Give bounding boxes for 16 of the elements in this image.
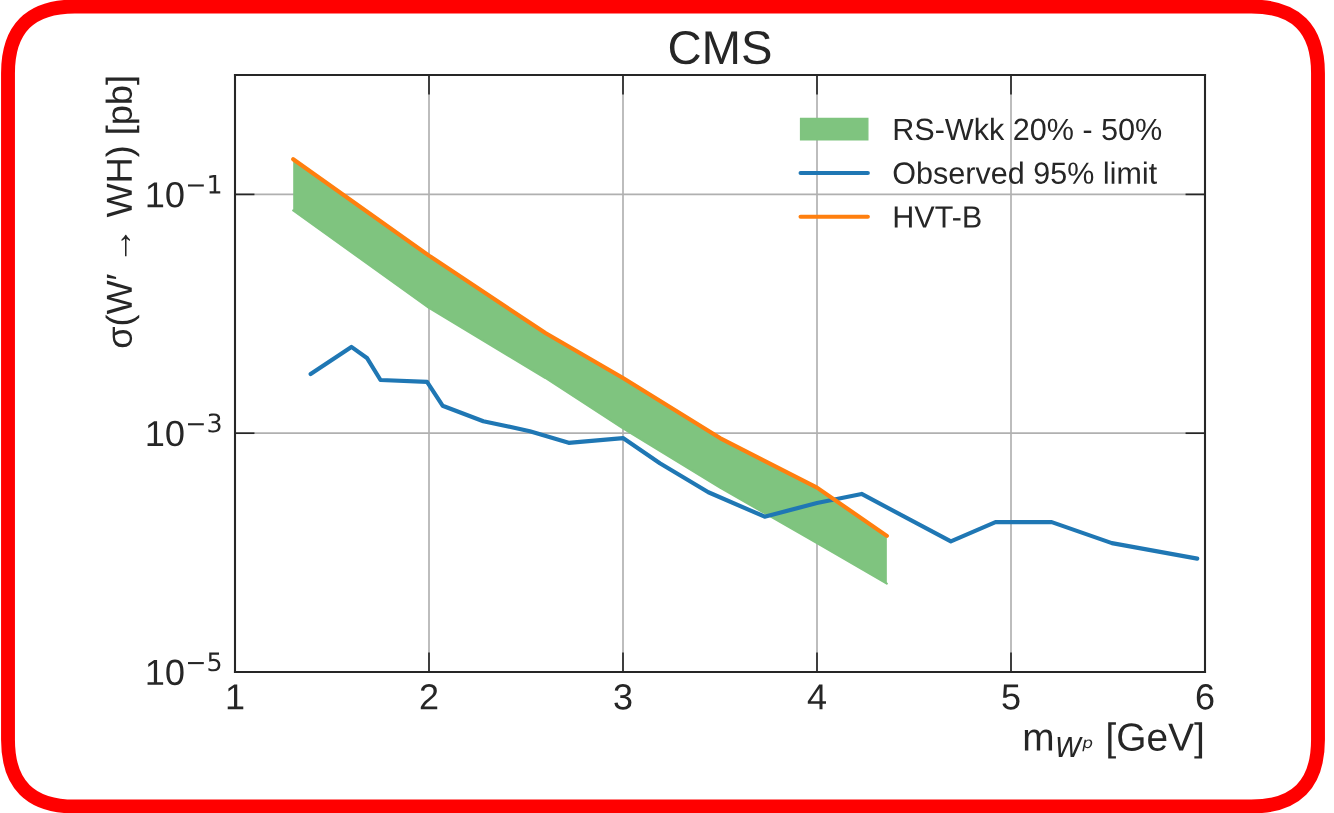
chart-title: CMS	[669, 30, 771, 65]
y-tick-label: 10$^{−5}$	[147, 652, 221, 686]
y-axis-title: σ(W′ → WH) [pb]	[105, 77, 140, 348]
y-tick-label: 10$^{−1}$	[147, 174, 221, 208]
x-tick-label: 1	[227, 684, 244, 710]
legend-label: HVT-B	[894, 206, 981, 228]
x-axis-title: m$_{Wᵖ}$ [GeV]	[1024, 722, 1203, 759]
x-tick-label: 5	[1002, 684, 1020, 710]
legend-label: RS-Wkk 20% - 50%	[894, 117, 1162, 141]
x-tick-label: 3	[614, 684, 632, 710]
y-tick-label: 10$^{−3}$	[147, 413, 221, 447]
x-tick-label: 6	[1196, 684, 1214, 710]
legend-label: Observed 95% limit	[893, 161, 1157, 184]
x-tick-label: 2	[420, 684, 438, 710]
x-tick-label: 4	[807, 684, 826, 710]
line-series	[308, 344, 1200, 561]
